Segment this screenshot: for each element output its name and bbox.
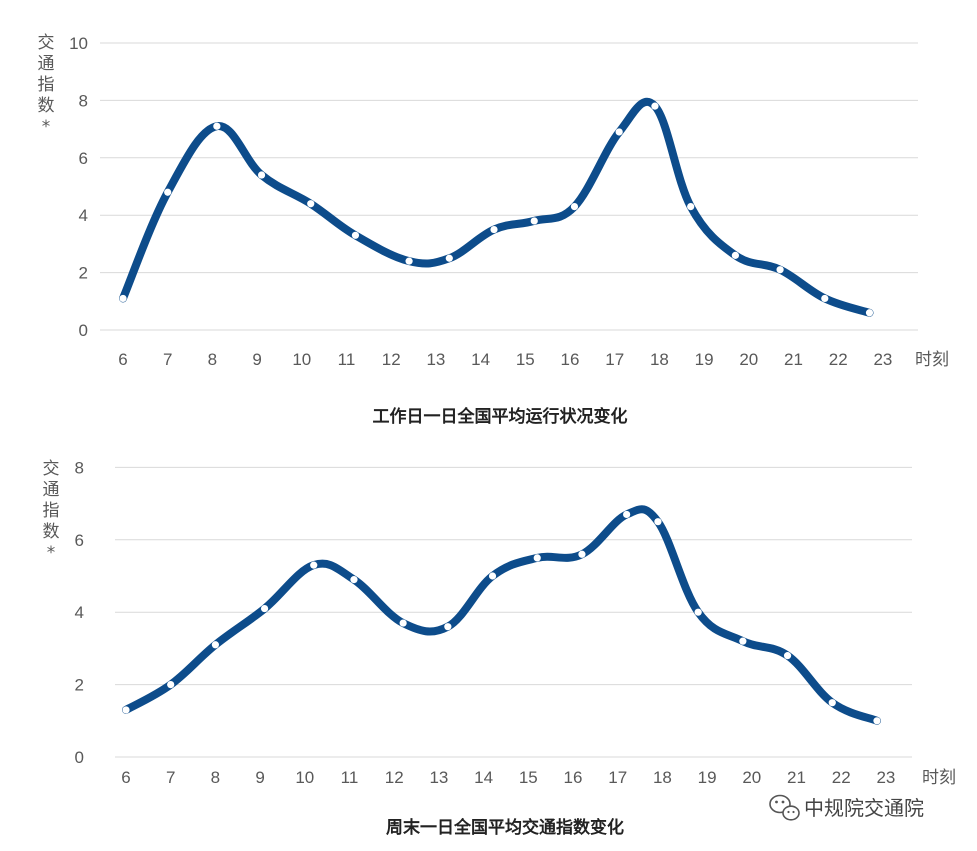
x-tick-label: 20: [742, 768, 761, 787]
chart-title: 周末一日全国平均交通指数变化: [386, 817, 624, 838]
x-tick-label: 10: [295, 768, 314, 787]
x-tick-label: 16: [564, 768, 583, 787]
data-point: [122, 706, 130, 714]
y-tick-label: 8: [75, 458, 84, 477]
data-point: [865, 309, 874, 317]
data-point: [570, 202, 579, 211]
y-tick-label: 8: [79, 91, 88, 110]
data-point: [731, 251, 739, 259]
x-tick-label: 12: [385, 768, 404, 787]
x-tick-label: 8: [211, 768, 220, 787]
x-axis-label: 时刻: [915, 350, 949, 370]
y-tick-label: 2: [75, 676, 84, 695]
data-point: [578, 550, 586, 558]
data-point: [167, 681, 175, 689]
data-point: [211, 641, 219, 649]
data-point: [444, 623, 452, 631]
data-point: [828, 699, 836, 707]
x-tick-label: 22: [829, 350, 848, 369]
y-axis-label: 交通指数*: [43, 459, 60, 563]
x-tick-label: 15: [516, 350, 535, 369]
x-tick-label: 14: [471, 350, 490, 369]
data-point: [739, 637, 747, 645]
data-point: [399, 619, 407, 627]
x-tick-label: 9: [255, 768, 264, 787]
data-point: [694, 608, 702, 616]
x-tick-label: 18: [653, 768, 672, 787]
data-point: [307, 200, 315, 208]
series-line: [122, 505, 881, 725]
y-tick-label: 4: [75, 603, 84, 622]
series-line: [119, 98, 874, 317]
x-tick-label: 17: [605, 350, 624, 369]
data-point: [821, 294, 829, 303]
data-point: [873, 717, 881, 725]
data-point: [445, 254, 453, 262]
x-tick-label: 11: [338, 350, 356, 369]
x-tick-label: 7: [166, 768, 175, 787]
chart-title: 工作日一日全国平均运行状况变化: [373, 406, 628, 427]
data-point: [488, 572, 497, 580]
data-point: [351, 231, 360, 239]
x-tick-label: 13: [426, 350, 445, 369]
data-point: [654, 518, 662, 526]
x-tick-label: 8: [208, 350, 217, 369]
x-tick-label: 23: [873, 350, 892, 369]
data-point: [405, 257, 413, 265]
data-point: [164, 188, 172, 196]
x-tick-label: 7: [163, 350, 172, 369]
data-point: [533, 554, 541, 562]
data-point: [119, 294, 127, 303]
x-tick-label: 11: [341, 768, 359, 787]
x-tick-label: 10: [292, 350, 311, 369]
x-tick-label: 21: [787, 768, 806, 787]
y-tick-label: 0: [75, 748, 84, 767]
y-tick-label: 6: [75, 531, 84, 550]
y-tick-label: 0: [79, 321, 88, 340]
x-axis-label: 时刻: [922, 768, 956, 788]
x-tick-label: 12: [382, 350, 401, 369]
x-tick-label: 19: [698, 768, 717, 787]
wechat-icon: [769, 794, 800, 821]
x-tick-label: 6: [121, 768, 130, 787]
weekday-chart: 0 2 4 6 8 10 6 7 8 9 10 11 12 13 14 15 16 17 18 19 20 21 22 23 交…: [38, 33, 950, 427]
y-tick-label: 10: [69, 34, 88, 53]
y-tick-label: 2: [79, 264, 88, 283]
y-tick-label: 4: [79, 206, 88, 225]
x-tick-label: 14: [474, 768, 493, 787]
x-tick-label: 16: [561, 350, 580, 369]
x-tick-label: 22: [832, 768, 851, 787]
data-point: [776, 266, 784, 274]
data-point: [651, 102, 659, 110]
x-tick-label: 19: [695, 350, 714, 369]
x-tick-label: 18: [650, 350, 669, 369]
data-point: [350, 576, 358, 584]
y-tick-label: 6: [79, 149, 88, 168]
data-point: [783, 652, 792, 660]
x-tick-label: 6: [118, 350, 127, 369]
watermark-text: 中规院交通院: [804, 796, 924, 820]
data-point: [615, 128, 623, 136]
data-point: [490, 225, 498, 234]
data-point: [213, 122, 221, 130]
x-tick-label: 17: [608, 768, 627, 787]
watermark: 中规院交通院: [769, 794, 924, 821]
data-point: [687, 202, 695, 211]
data-point: [310, 561, 318, 569]
x-tick-label: 20: [739, 350, 758, 369]
y-axis-label: 交通指数*: [38, 33, 55, 137]
x-tick-label: 23: [876, 768, 895, 787]
data-point: [260, 604, 269, 613]
x-tick-label: 15: [519, 768, 538, 787]
x-tick-label: 21: [784, 350, 803, 369]
data-point: [257, 171, 266, 179]
x-tick-label: 9: [252, 350, 261, 369]
x-tick-label: 13: [429, 768, 448, 787]
data-point: [623, 510, 631, 519]
data-point: [530, 217, 538, 225]
weekend-chart: 0 2 4 6 8 6 7 8 9 10 11 12 13 14 15 16 17 18 19 20 21 22 23 交通指…: [43, 458, 957, 838]
